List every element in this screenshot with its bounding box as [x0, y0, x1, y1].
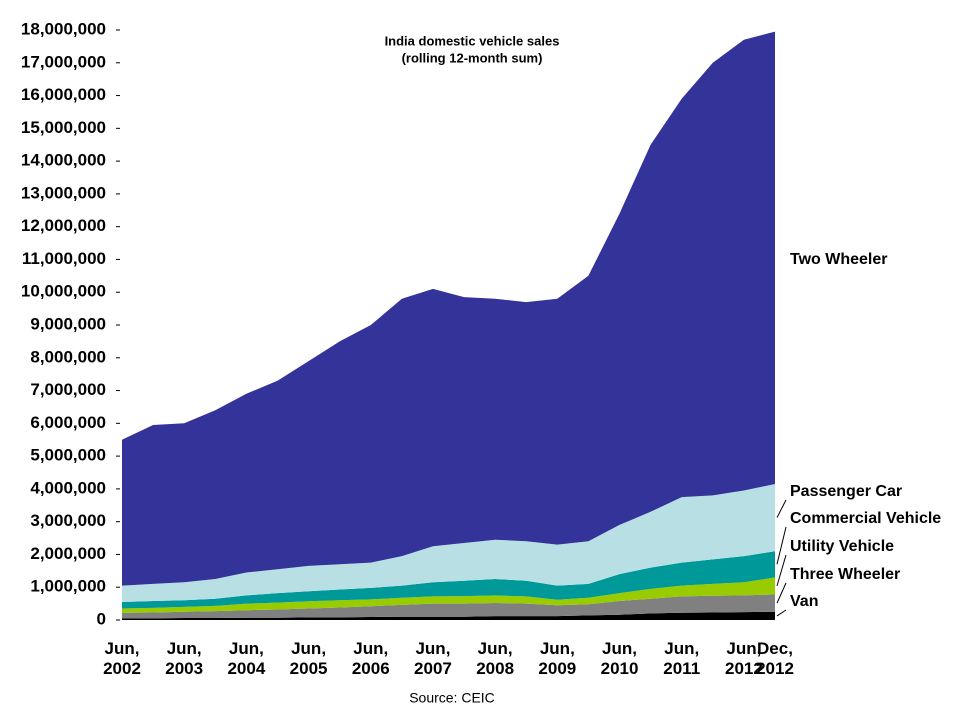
x-tick-label: Jun, 2011	[663, 639, 700, 678]
y-tick-label: 4,000,000	[30, 478, 106, 497]
x-tick-label-line: Jun,	[478, 639, 513, 658]
x-tick-label-line: 2009	[538, 659, 576, 678]
x-tick-label-line: 2012	[756, 659, 794, 678]
x-tick-label: Jun, 2003	[165, 639, 203, 678]
y-tick-label: 2,000,000	[30, 544, 106, 563]
x-tick-label-line: 2010	[601, 659, 639, 678]
area	[122, 484, 775, 602]
area	[122, 577, 775, 613]
x-tick-label-line: Jun,	[105, 639, 140, 658]
area	[122, 31, 775, 586]
x-tick-label: Jun, 2006	[352, 639, 390, 678]
x-tick-label: Jun, 2005	[290, 639, 328, 678]
x-tick-label-line: Jun,	[415, 639, 450, 658]
y-tick-label: 0	[97, 609, 106, 628]
x-tick-label-line: 2012	[725, 659, 763, 678]
chart-title: India domestic vehicle sales	[385, 33, 560, 48]
y-tick-label: 7,000,000	[30, 380, 106, 399]
leader-line	[776, 526, 787, 565]
x-tick-label: Jun, 2008	[476, 639, 514, 678]
y-tick-label: 11,000,000	[22, 249, 106, 268]
leader-line	[776, 554, 787, 587]
x-tick-label-line: Jun,	[664, 639, 699, 658]
x-tick-label-line: 2003	[165, 659, 203, 678]
x-tick-label-line: Jun,	[602, 639, 637, 658]
x-tick-label-line: Jun,	[229, 639, 264, 658]
x-tick-label-line: 2008	[476, 659, 514, 678]
x-tick-label-line: 2002	[103, 659, 141, 678]
x-tick-label-line: 2011	[663, 659, 700, 678]
x-tick-label: Jun, 2007	[414, 639, 452, 678]
y-tick-label: 12,000,000	[21, 216, 106, 235]
y-tick-label: 13,000,000	[21, 183, 106, 202]
x-tick-label: Jun, 2012	[725, 639, 763, 678]
x-tick-label: Dec, 2012	[756, 639, 794, 678]
y-tick-label: 16,000,000	[21, 85, 106, 104]
leader-line	[776, 499, 787, 518]
x-tick-label-line: Jun,	[167, 639, 202, 658]
x-tick-label-line: Dec,	[757, 639, 793, 658]
leader-line	[776, 609, 787, 617]
x-tick-label: Jun, 2004	[227, 639, 265, 678]
x-tick-label-line: 2006	[352, 659, 390, 678]
x-tick-label: Jun, 2002	[103, 639, 141, 678]
y-tick-label: 3,000,000	[30, 511, 106, 530]
y-tick-label: 17,000,000	[21, 52, 106, 71]
legend-label: Two Wheeler	[790, 251, 888, 268]
y-tick-label: 10,000,000	[21, 282, 106, 301]
x-tick-label-line: 2004	[227, 659, 265, 678]
y-tick-label: 1,000,000	[30, 577, 106, 596]
y-tick-label: 18,000,000	[21, 19, 106, 38]
x-tick-label-line: 2007	[414, 659, 452, 678]
x-tick-label-line: Jun,	[726, 639, 761, 658]
legend-label: Utility Vehicle	[790, 538, 894, 555]
y-tick-label: 15,000,000	[21, 118, 106, 137]
leader-line	[776, 582, 787, 604]
area	[122, 551, 775, 609]
x-tick-label-line: Jun,	[353, 639, 388, 658]
x-tick-label-line: 2005	[290, 659, 328, 678]
y-tick-label: 5,000,000	[30, 446, 106, 465]
legend-label: Van	[790, 593, 818, 610]
y-tick-label: 6,000,000	[30, 413, 106, 432]
y-tick-label: 9,000,000	[30, 314, 106, 333]
y-tick-label: 14,000,000	[21, 151, 106, 170]
legend-label: Three Wheeler	[790, 566, 900, 583]
y-tick-label: 8,000,000	[30, 347, 106, 366]
legend-label: Passenger Car	[790, 483, 902, 500]
chart-subtitle: (rolling 12-month sum)	[402, 50, 543, 65]
area	[122, 611, 775, 620]
x-tick-label: Jun, 2010	[601, 639, 639, 678]
x-tick-label-line: Jun,	[540, 639, 575, 658]
x-tick-label: Jun, 2009	[538, 639, 576, 678]
x-tick-label-line: Jun,	[291, 639, 326, 658]
area	[122, 594, 775, 619]
legend-label: Commercial Vehicle	[790, 510, 941, 527]
source-note: Source: CEIC	[409, 690, 495, 706]
